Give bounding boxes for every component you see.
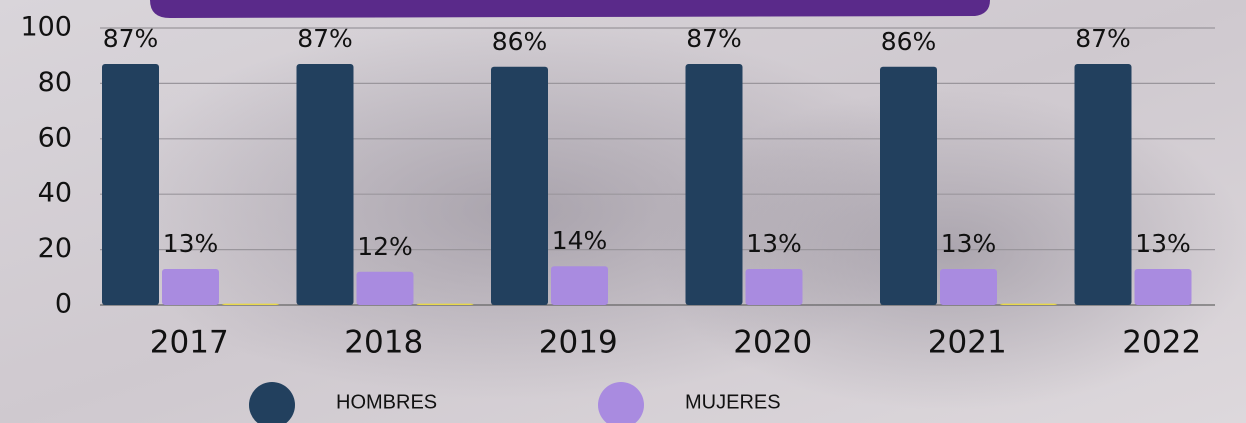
- banner: [150, 0, 990, 18]
- data-label: 86%: [881, 27, 937, 56]
- x-tick-label: 2018: [344, 325, 423, 361]
- bar: [491, 67, 548, 305]
- bar: [222, 304, 279, 305]
- data-label: 87%: [297, 24, 353, 53]
- y-tick-label: 100: [20, 12, 72, 43]
- y-tick-label: 20: [38, 233, 72, 264]
- x-tick-label: 2022: [1122, 325, 1201, 361]
- y-tick-label: 80: [38, 67, 72, 98]
- bar: [162, 269, 219, 305]
- data-label: 14%: [552, 226, 608, 255]
- x-tick-label: 2020: [733, 325, 812, 361]
- bar: [357, 272, 414, 305]
- x-tick-label: 2017: [150, 325, 229, 361]
- y-tick-label: 60: [38, 122, 72, 153]
- bar: [417, 304, 474, 305]
- data-label: 87%: [1075, 24, 1131, 53]
- data-label: 86%: [492, 27, 548, 56]
- y-tick-label: 40: [38, 178, 72, 209]
- data-label: 87%: [686, 24, 742, 53]
- bar: [1000, 304, 1057, 305]
- bar: [1135, 269, 1192, 305]
- bar: [297, 64, 354, 305]
- bar: [940, 269, 997, 305]
- x-tick-label: 2019: [539, 325, 618, 361]
- x-tick-label: 2021: [928, 325, 1007, 361]
- data-label: 12%: [357, 232, 413, 261]
- data-label: 87%: [103, 24, 159, 53]
- data-label: 13%: [1135, 229, 1191, 258]
- data-label: 13%: [746, 229, 802, 258]
- bar: [551, 266, 608, 305]
- bar: [102, 64, 159, 305]
- data-label: 13%: [163, 229, 219, 258]
- legend-label: MUJERES: [685, 391, 781, 413]
- data-label: 13%: [941, 229, 997, 258]
- y-tick-label: 0: [55, 289, 72, 320]
- chart: 0 20 40 60 80 100 2017 87% 13% 2018 87% 12% 2019 86% 1…: [0, 0, 1246, 423]
- bar: [1075, 64, 1132, 305]
- bar: [880, 67, 937, 305]
- bar: [686, 64, 743, 305]
- bar: [746, 269, 803, 305]
- legend-label: HOMBRES: [336, 391, 437, 413]
